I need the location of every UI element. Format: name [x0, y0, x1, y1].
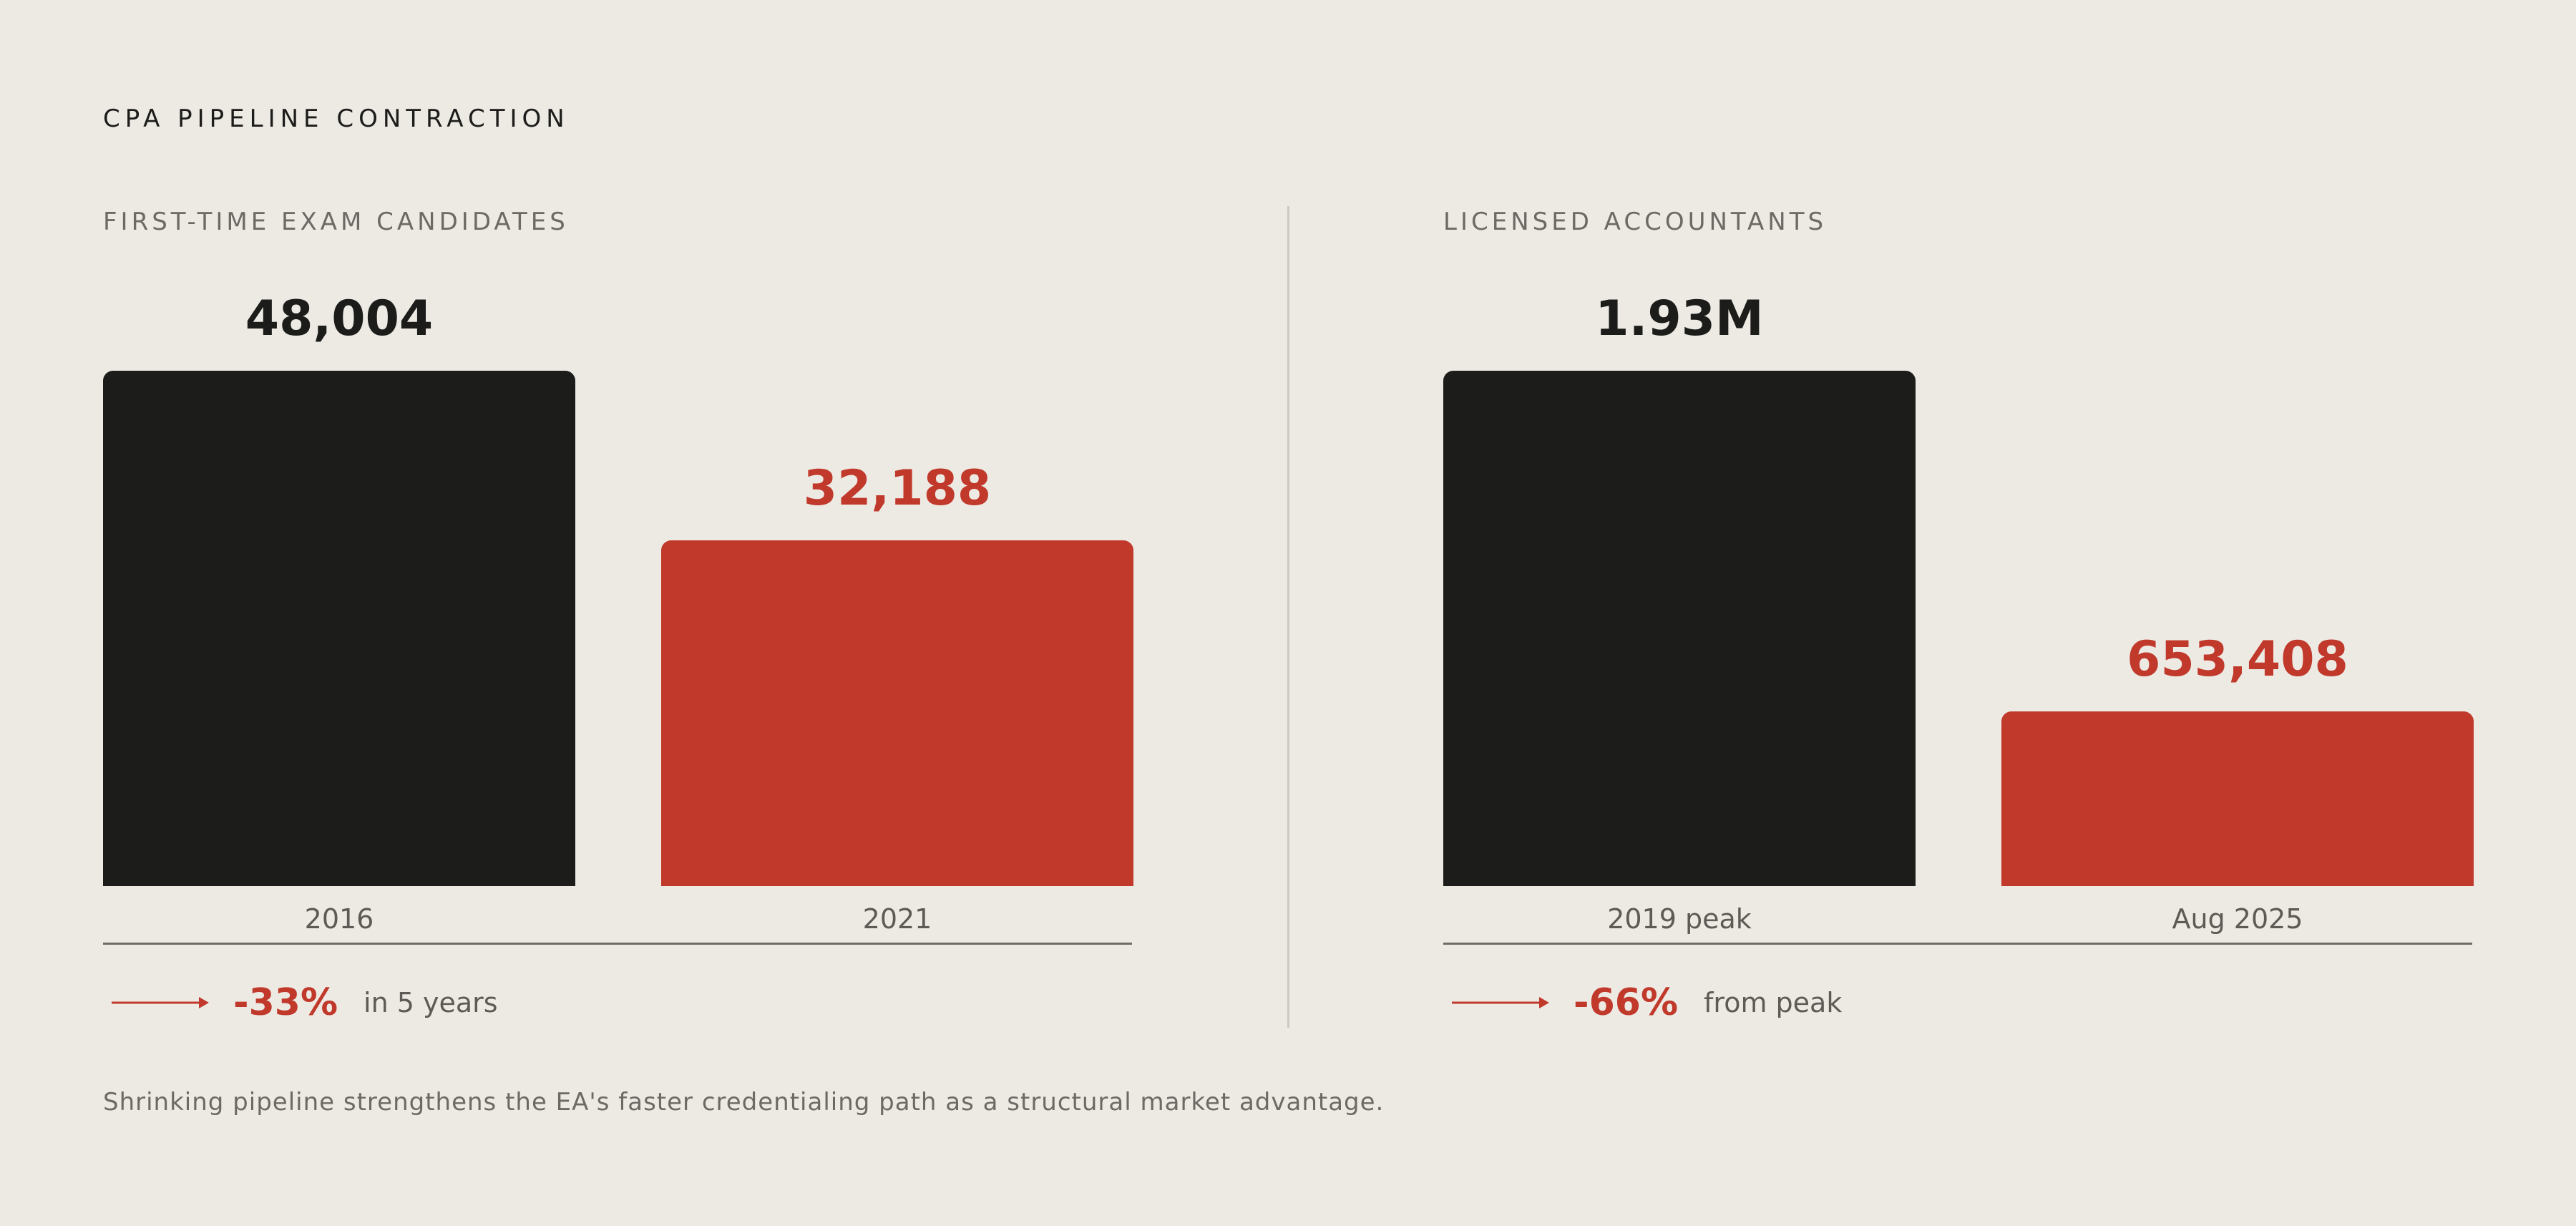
value-label-aug-2025: 653,408: [2127, 631, 2348, 688]
arrow-right-icon: [1452, 997, 1549, 1008]
change-row-exam-candidates: -33% in 5 years: [103, 978, 498, 1028]
bar-aug-2025: [2001, 711, 2474, 886]
baseline-licensed-accountants: [1443, 943, 2472, 945]
value-label-2021: 32,188: [803, 460, 992, 517]
bar-2021: [661, 540, 1133, 886]
change-percent-licensed-accountants: -66%: [1574, 981, 1679, 1024]
panel-label-exam-candidates: FIRST-TIME EXAM CANDIDATES: [103, 208, 569, 236]
panel-divider: [1287, 206, 1289, 1028]
category-label-2021: 2021: [862, 903, 932, 935]
category-label-2019-peak: 2019 peak: [1607, 903, 1752, 935]
footnote: Shrinking pipeline strengthens the EA's …: [103, 1088, 1385, 1116]
bar-2016: [103, 371, 575, 886]
panel-label-licensed-accountants: LICENSED ACCOUNTANTS: [1443, 208, 1828, 236]
change-row-licensed-accountants: -66% from peak: [1443, 978, 1842, 1028]
bar-2019-peak: [1443, 371, 1916, 886]
chart-title: CPA PIPELINE CONTRACTION: [103, 104, 570, 133]
category-label-aug-2025: Aug 2025: [2172, 903, 2303, 935]
baseline-exam-candidates: [103, 943, 1132, 945]
change-description-exam-candidates: in 5 years: [364, 987, 498, 1018]
change-percent-exam-candidates: -33%: [233, 981, 338, 1024]
category-label-2016: 2016: [304, 903, 374, 935]
change-description-licensed-accountants: from peak: [1704, 987, 1843, 1018]
value-label-2016: 48,004: [245, 291, 434, 347]
value-label-2019-peak: 1.93M: [1595, 291, 1764, 347]
arrow-right-icon: [112, 997, 209, 1008]
